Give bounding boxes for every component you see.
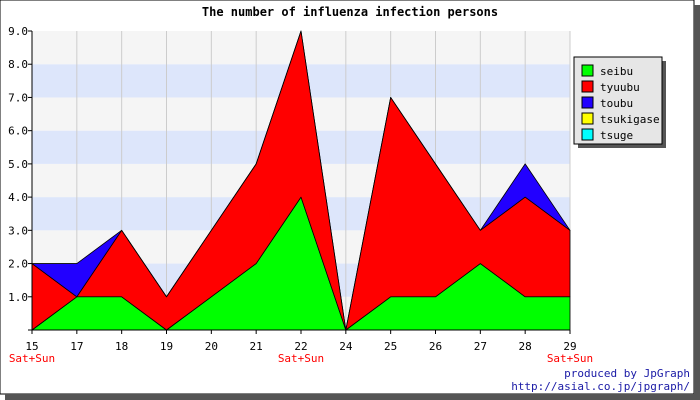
y-tick-label: 1.0 <box>8 291 28 304</box>
x-tick-label: 22 <box>294 340 307 353</box>
legend-label-tsukigase: tsukigase <box>600 113 660 126</box>
x-tick-label: 24 <box>339 340 353 353</box>
y-tick-labels: 1.0 2.0 3.0 4.0 5.0 6.0 7.0 8.0 9.0 <box>8 25 28 304</box>
legend-label-tyuubu: tyuubu <box>600 81 640 94</box>
y-tick-label: 8.0 <box>8 58 28 71</box>
legend: seibu tyuubu toubu tsukigase tsuge <box>573 56 666 148</box>
x-tick-label: 21 <box>250 340 263 353</box>
frame-shadow-bottom <box>5 394 700 400</box>
legend-label-tsuge: tsuge <box>600 129 633 142</box>
legend-label-toubu: toubu <box>600 97 633 110</box>
weekend-label: Sat+Sun <box>278 352 324 365</box>
footer-credit: produced by JpGraph <box>564 367 690 380</box>
y-tick-label: 5.0 <box>8 158 28 171</box>
x-tick-label: 25 <box>384 340 397 353</box>
legend-swatch-tyuubu <box>581 80 594 93</box>
area-toubu <box>31 30 571 331</box>
x-tick-label: 29 <box>563 340 576 353</box>
x-tick-labels: 15 17 18 19 20 21 22 24 25 26 27 28 29 <box>25 340 576 353</box>
weekend-labels: Sat+Sun Sat+Sun Sat+Sun <box>9 352 593 365</box>
x-tick-label: 17 <box>70 340 83 353</box>
axes <box>28 30 571 334</box>
legend-swatch-tsukigase <box>581 112 594 125</box>
x-tick-label: 20 <box>205 340 218 353</box>
weekend-label: Sat+Sun <box>547 352 593 365</box>
y-tick-label: 6.0 <box>8 125 28 138</box>
x-tick-label: 18 <box>115 340 128 353</box>
frame-shadow-right <box>694 5 700 400</box>
y-tick-label: 9.0 <box>8 25 28 38</box>
legend-swatch-toubu <box>581 96 594 109</box>
y-tick-label: 7.0 <box>8 91 28 104</box>
x-tick-label: 26 <box>429 340 442 353</box>
weekend-label: Sat+Sun <box>9 352 55 365</box>
y-tick-label: 2.0 <box>8 258 28 271</box>
chart-title: The number of influenza infection person… <box>202 5 498 19</box>
x-tick-label: 15 <box>25 340 38 353</box>
legend-label-seibu: seibu <box>600 65 633 78</box>
legend-swatch-tsuge <box>581 128 594 141</box>
x-tick-label: 28 <box>519 340 532 353</box>
footer-url[interactable]: http://asial.co.jp/jpgraph/ <box>511 380 690 393</box>
legend-swatch-seibu <box>581 64 594 77</box>
x-tick-label: 27 <box>474 340 487 353</box>
x-tick-label: 19 <box>160 340 173 353</box>
y-tick-label: 4.0 <box>8 191 28 204</box>
y-tick-label: 3.0 <box>8 224 28 237</box>
